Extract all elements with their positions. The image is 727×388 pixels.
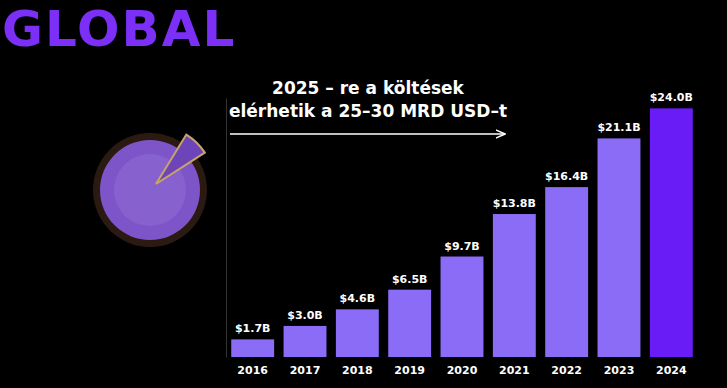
x-tick-label: 2021 bbox=[499, 364, 530, 377]
y-axis bbox=[226, 99, 227, 358]
title: GLOBAL bbox=[2, 0, 236, 58]
x-tick-label: 2020 bbox=[447, 364, 478, 377]
x-tick: 2021 bbox=[499, 357, 530, 377]
data-label: $16.4B bbox=[545, 170, 588, 183]
data-label: $13.8B bbox=[493, 197, 536, 210]
x-tick-label: 2023 bbox=[604, 364, 635, 377]
y-axis-line bbox=[226, 99, 227, 358]
x-tick: 2022 bbox=[551, 357, 582, 377]
x-tick: 2017 bbox=[290, 357, 321, 377]
x-tick: 2018 bbox=[342, 357, 373, 377]
pie-crust bbox=[93, 133, 207, 247]
x-tick-label: 2019 bbox=[394, 364, 425, 377]
pie-illustration bbox=[93, 133, 207, 247]
background bbox=[0, 0, 727, 388]
data-label: $9.7B bbox=[444, 240, 480, 253]
data-label: $6.5B bbox=[392, 273, 428, 286]
annotation: 2025 – re a költések elérhetik a 25–30 MR… bbox=[229, 78, 507, 134]
annotation-arrow bbox=[230, 133, 505, 135]
data-label: $21.1B bbox=[597, 121, 640, 134]
x-tick: 2023 bbox=[604, 357, 635, 377]
annotation-line: 2025 – re a költések bbox=[272, 78, 465, 98]
bar bbox=[545, 187, 588, 357]
x-tick: 2019 bbox=[394, 357, 425, 377]
data-label: $24.0B bbox=[650, 91, 693, 104]
x-tick-label: 2017 bbox=[290, 364, 321, 377]
x-tick: 2016 bbox=[237, 357, 268, 377]
data-labels: $1.7B $3.0B $4.6B $6.5B $9.7B $13.8B $16.4B $21… bbox=[235, 91, 693, 335]
x-axis: 2016 2017 2018 2019 2020 2021 2022 2023 2024 bbox=[227, 357, 699, 377]
annotation-line: elérhetik a 25–30 MRD USD–t bbox=[229, 101, 507, 121]
bar bbox=[231, 339, 274, 357]
x-tick: 2024 bbox=[656, 357, 687, 377]
chart: GLOBAL 2025 – re a költések elérhetik a 25… bbox=[0, 0, 727, 388]
data-label: $3.0B bbox=[287, 309, 323, 322]
data-label: $4.6B bbox=[340, 292, 376, 305]
bar bbox=[336, 309, 379, 357]
bar bbox=[388, 290, 431, 357]
bar bbox=[284, 326, 327, 357]
bar bbox=[441, 257, 484, 357]
x-tick: 2020 bbox=[447, 357, 478, 377]
x-axis-line bbox=[227, 357, 699, 358]
x-tick-label: 2024 bbox=[656, 364, 687, 377]
x-tick-label: 2022 bbox=[551, 364, 582, 377]
bar bbox=[598, 138, 641, 357]
x-tick-label: 2016 bbox=[237, 364, 268, 377]
bar bbox=[493, 214, 536, 357]
pie-slice bbox=[156, 135, 205, 184]
bars bbox=[231, 108, 693, 357]
data-label: $1.7B bbox=[235, 322, 271, 335]
bar bbox=[650, 108, 693, 357]
x-tick-label: 2018 bbox=[342, 364, 373, 377]
